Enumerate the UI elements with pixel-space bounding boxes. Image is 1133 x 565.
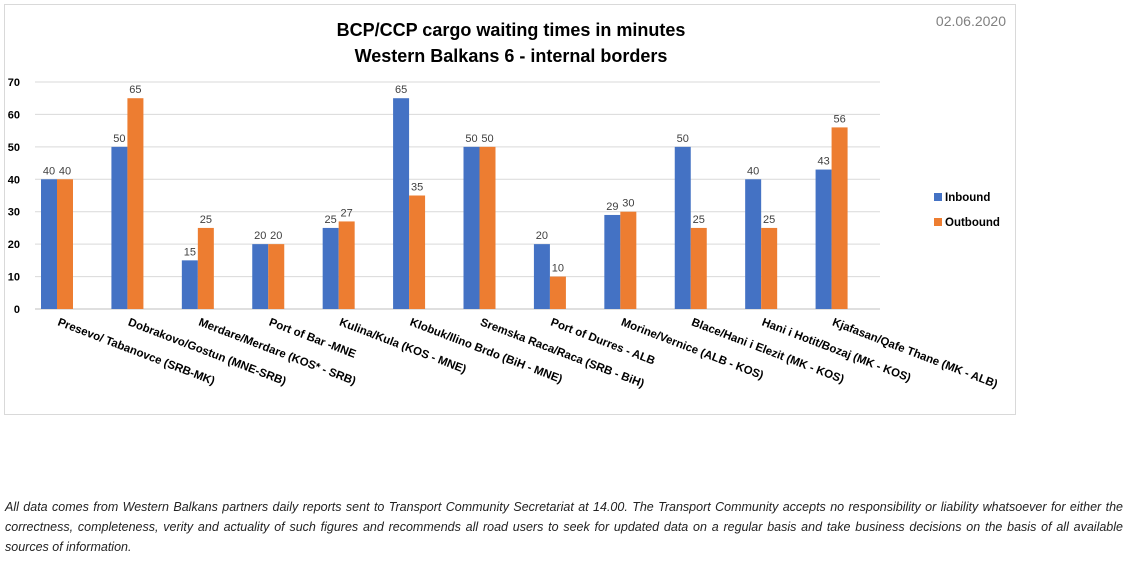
bar-inbound (111, 146, 128, 309)
data-label-outbound: 10 (552, 263, 564, 275)
bar-outbound (409, 195, 426, 309)
data-label-inbound: 15 (184, 246, 196, 258)
data-label-inbound: 40 (43, 165, 55, 177)
bar-outbound (690, 227, 707, 309)
bar-chart: BCP/CCP cargo waiting times in minutes We… (8, 13, 1006, 391)
bar-outbound (549, 276, 566, 309)
data-label-outbound: 25 (200, 214, 212, 226)
bar-outbound (620, 211, 637, 309)
bar-inbound (533, 244, 550, 309)
y-tick-label: 20 (8, 239, 20, 251)
bar-inbound (322, 227, 339, 309)
data-label-inbound: 65 (395, 84, 407, 96)
data-label-outbound: 56 (833, 113, 845, 125)
data-label-inbound: 25 (325, 214, 337, 226)
legend-label-inbound: Inbound (945, 192, 990, 204)
data-label-inbound: 50 (677, 133, 689, 145)
data-label-outbound: 65 (129, 84, 141, 96)
data-label-inbound: 29 (606, 201, 618, 213)
chart-title-line-1: BCP/CCP cargo waiting times in minutes (337, 20, 686, 40)
bar-outbound (338, 221, 355, 309)
bar-outbound (831, 127, 848, 310)
bar-inbound (41, 179, 57, 309)
data-label-outbound: 50 (481, 133, 493, 145)
data-label-inbound: 50 (113, 133, 125, 145)
report-date: 02.06.2020 (936, 13, 1006, 29)
data-label-outbound: 25 (763, 214, 775, 226)
bar-inbound (181, 260, 198, 309)
bar-inbound (745, 179, 762, 309)
y-tick-label: 50 (8, 142, 20, 154)
chart-frame: BCP/CCP cargo waiting times in minutes We… (4, 4, 1016, 415)
data-label-inbound: 20 (254, 230, 266, 242)
disclaimer-text: All data comes from Western Balkans part… (5, 500, 1123, 554)
bar-outbound (57, 179, 73, 309)
data-label-outbound: 27 (341, 207, 353, 219)
y-tick-label: 0 (14, 304, 20, 316)
data-label-inbound: 50 (465, 133, 477, 145)
y-tick-label: 70 (8, 77, 20, 89)
legend-label-outbound: Outbound (945, 217, 1000, 229)
data-label-outbound: 30 (622, 198, 634, 210)
data-label-outbound: 20 (270, 230, 282, 242)
y-tick-label: 40 (8, 174, 20, 186)
data-label-inbound: 40 (747, 165, 759, 177)
data-label-outbound: 35 (411, 182, 423, 194)
legend-swatch-outbound (934, 218, 942, 226)
bar-outbound (127, 98, 144, 309)
data-label-inbound: 43 (817, 156, 829, 168)
y-tick-label: 10 (8, 272, 20, 284)
bar-outbound (197, 227, 214, 309)
bar-inbound (463, 146, 480, 309)
chart-title-line-2: Western Balkans 6 - internal borders (355, 46, 668, 66)
bar-outbound (268, 244, 285, 309)
bar-inbound (393, 98, 410, 309)
bar-inbound (815, 169, 832, 309)
data-label-outbound: 40 (59, 165, 71, 177)
y-tick-label: 60 (8, 109, 20, 121)
y-tick-label: 30 (8, 207, 20, 219)
data-label-inbound: 20 (536, 230, 548, 242)
bar-inbound (604, 214, 621, 309)
bar-inbound (252, 244, 269, 309)
x-tick-label: Kulina/Kula (KOS - MNE) (338, 317, 468, 377)
legend-swatch-inbound (934, 193, 942, 201)
bar-outbound (479, 146, 496, 309)
bar-outbound (761, 227, 778, 309)
bar-inbound (674, 146, 691, 309)
data-label-outbound: 25 (693, 214, 705, 226)
